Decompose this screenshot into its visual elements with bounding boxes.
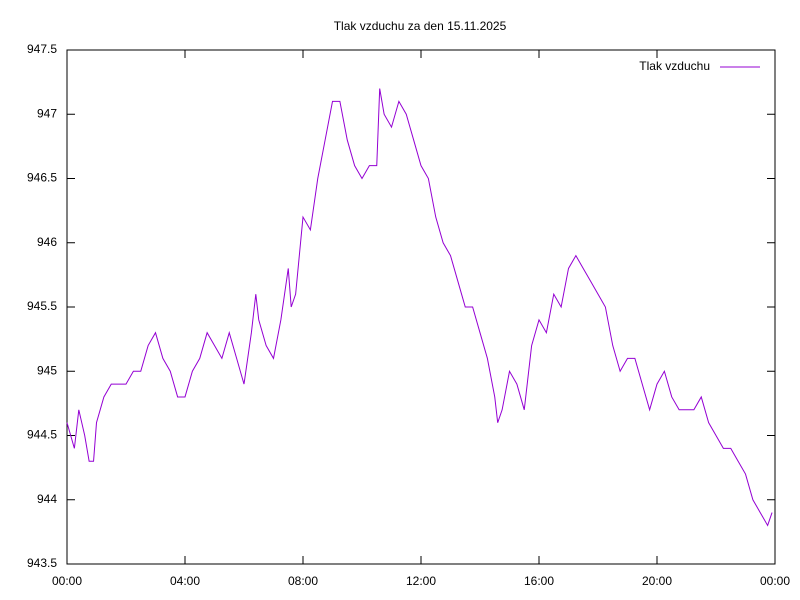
y-tick-label: 944 (37, 492, 57, 506)
x-tick-label: 00:00 (760, 574, 790, 588)
x-tick-label: 12:00 (406, 574, 436, 588)
y-tick-label: 944.5 (27, 428, 57, 442)
y-tick-label: 943.5 (27, 556, 57, 570)
x-tick-label: 00:00 (52, 574, 82, 588)
plot-border (66, 49, 776, 565)
x-tick-label: 16:00 (524, 574, 554, 588)
y-tick-label: 947.5 (27, 42, 57, 56)
x-tick-label: 20:00 (642, 574, 672, 588)
y-tick-label: 945 (37, 363, 57, 377)
chart-title: Tlak vzduchu za den 15.11.2025 (334, 19, 507, 33)
y-tick-label: 947 (37, 106, 57, 120)
series-line (66, 88, 773, 527)
y-tick-label: 946 (37, 235, 57, 249)
legend-label: Tlak vzduchu (639, 59, 710, 73)
x-tick-label: 04:00 (170, 574, 200, 588)
x-tick-label: 08:00 (288, 574, 318, 588)
y-tick-label: 946.5 (27, 171, 57, 185)
y-tick-label: 945.5 (27, 299, 57, 313)
